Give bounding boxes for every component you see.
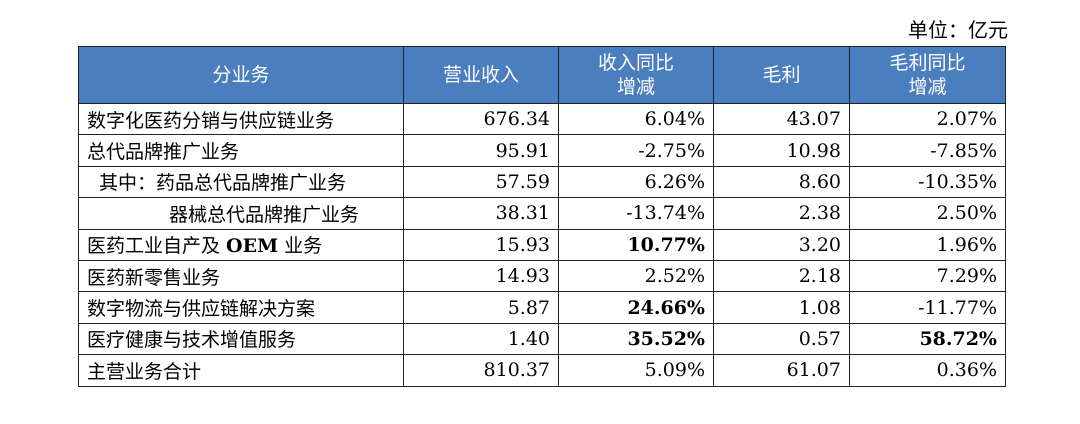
table-row: 数字物流与供应链解决方案 5.87 24.66% 1.08 -11.77% [78,291,1006,324]
row-label: 医药新零售业务 [78,259,404,293]
table-row: 医疗健康与技术增值服务 1.40 35.52% 0.57 58.72% [78,322,1006,356]
table-cell: 10.98 [713,134,850,167]
table-cell: 6.26% [558,165,714,199]
header-row: 分业务 营业收入 收入同比 增减 毛利 毛利同比 增减 [78,46,1006,104]
table-cell: 2.50% [849,197,1006,230]
table-cell: -7.85% [849,134,1006,167]
cell-text: 医药工业自产及 [87,235,227,258]
table-cell: 57.59 [403,165,559,199]
row-label: 主营业务合计 [78,354,404,387]
row-label: 数字化医药分销与供应链业务 [78,102,404,136]
table-cell: 24.66% [558,291,714,324]
table-row: 总代品牌推广业务 95.91 -2.75% 10.98 -7.85% [78,134,1006,167]
table-cell: 2.07% [849,102,1006,136]
table-row: 数字化医药分销与供应链业务 676.34 6.04% 43.07 2.07% [78,102,1006,136]
table-row: 医药工业自产及 OEM 业务 15.93 10.77% 3.20 1.96% [78,228,1006,261]
table-cell: 0.57 [713,322,850,356]
table-cell: -10.35% [849,165,1006,199]
table-row: 主营业务合计 810.37 5.09% 61.07 0.36% [78,354,1006,387]
header-cell: 分业务 [78,46,404,104]
table-cell: 6.04% [558,102,714,136]
table-row: 器械总代品牌推广业务 38.31 -13.74% 2.38 2.50% [78,197,1006,230]
row-label: 医疗健康与技术增值服务 [78,322,404,356]
header-cell: 营业收入 [403,46,559,104]
table-cell: 810.37 [403,354,559,387]
table-row: 其中：药品总代品牌推广业务 57.59 6.26% 8.60 -10.35% [78,165,1006,199]
table-row: 医药新零售业务 14.93 2.52% 2.18 7.29% [78,259,1006,293]
unit-label: 单位：亿元 [908,18,1008,42]
table-cell: -11.77% [849,291,1006,324]
table-cell: 0.36% [849,354,1006,387]
table-cell: -13.74% [558,197,714,230]
table-cell: 5.09% [558,354,714,387]
table-body: 数字化医药分销与供应链业务 676.34 6.04% 43.07 2.07% 总代品牌推广… [78,102,1006,387]
table-cell: 1.08 [713,291,850,324]
row-label: 数字物流与供应链解决方案 [78,291,404,324]
header-cell: 毛利同比 增减 [849,46,1006,104]
table-cell: 1.96% [849,228,1006,261]
table-cell: 10.77% [558,228,714,261]
table-cell: 61.07 [713,354,850,387]
header-cell: 毛利 [713,46,850,104]
table-cell: -2.75% [558,134,714,167]
cell-text: 业务 [278,235,323,258]
table-cell: 15.93 [403,228,559,261]
table-cell: 5.87 [403,291,559,324]
business-table: 分业务 营业收入 收入同比 增减 毛利 毛利同比 增减 数字化医药分销与供应链业务 676… [78,46,1006,387]
header-cell: 收入同比 增减 [558,46,714,104]
table-cell: 43.07 [713,102,850,136]
table-cell: 2.38 [713,197,850,230]
table-cell: 7.29% [849,259,1006,293]
table-cell: 1.40 [403,322,559,356]
table-cell: 676.34 [403,102,559,136]
row-label: 总代品牌推广业务 [78,134,404,167]
table-cell: 35.52% [558,322,714,356]
table-cell: 2.52% [558,259,714,293]
table-cell: 38.31 [403,197,559,230]
table-cell: 医药工业自产及 OEM 业务 [78,228,404,261]
row-label: 器械总代品牌推广业务 [78,197,404,230]
row-label: 其中：药品总代品牌推广业务 [78,165,404,199]
table-cell: 8.60 [713,165,850,199]
table-cell: 14.93 [403,259,559,293]
table-cell: 95.91 [403,134,559,167]
table-cell: 58.72% [849,322,1006,356]
table-cell: 3.20 [713,228,850,261]
table-cell: 2.18 [713,259,850,293]
cell-text: OEM [226,235,279,258]
